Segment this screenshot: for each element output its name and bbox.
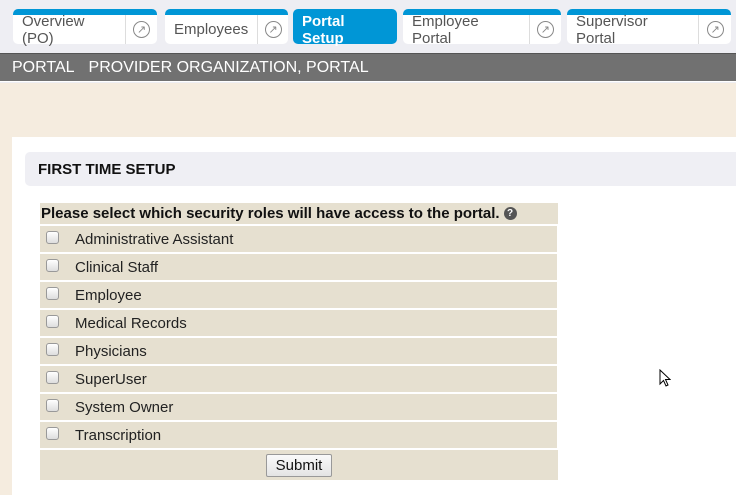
tab-supervisor-portal[interactable]: Supervisor Portal ↗ xyxy=(567,9,731,47)
form-prompt-row: Please select which security roles will … xyxy=(40,203,558,224)
tab-employee-portal[interactable]: Employee Portal ↗ xyxy=(403,9,561,47)
tab-label: Portal Setup xyxy=(302,12,345,47)
role-row: System Owner xyxy=(40,394,557,420)
security-roles-form: Please select which security roles will … xyxy=(40,203,558,480)
role-checkbox[interactable] xyxy=(46,426,59,440)
role-label[interactable]: System Owner xyxy=(75,398,174,416)
tab-label: Employees xyxy=(165,15,259,44)
external-link-icon: ↗ xyxy=(133,21,151,38)
role-checkbox[interactable] xyxy=(46,258,59,272)
role-label[interactable]: Physicians xyxy=(75,342,147,360)
role-label[interactable]: Transcription xyxy=(75,426,162,444)
submit-row: Submit xyxy=(40,450,558,480)
breadcrumb: PORTAL PROVIDER ORGANIZATION, PORTAL xyxy=(0,53,736,82)
submit-button[interactable]: Submit xyxy=(265,453,333,477)
role-row: Physicians xyxy=(40,338,557,364)
role-label[interactable]: SuperUser xyxy=(75,370,147,388)
role-checkbox[interactable] xyxy=(46,314,59,328)
tab-label: Overview (PO) xyxy=(13,13,127,47)
external-link-icon: ↗ xyxy=(536,21,554,38)
breadcrumb-context: PROVIDER ORGANIZATION, PORTAL xyxy=(88,58,369,76)
role-label[interactable]: Medical Records xyxy=(75,314,187,332)
external-link-icon: ↗ xyxy=(706,21,724,38)
role-checkbox[interactable] xyxy=(46,230,59,244)
tab-label: Supervisor Portal xyxy=(567,13,700,47)
role-label[interactable]: Administrative Assistant xyxy=(75,230,234,248)
open-external-button[interactable]: ↗ xyxy=(258,21,288,38)
role-checkbox[interactable] xyxy=(46,342,59,356)
role-label[interactable]: Clinical Staff xyxy=(75,258,159,276)
form-prompt: Please select which security roles will … xyxy=(41,205,500,222)
tab-portal-setup[interactable]: Portal Setup xyxy=(293,9,397,47)
role-row: Medical Records xyxy=(40,310,557,336)
external-link-icon: ↗ xyxy=(264,21,282,38)
section-title: FIRST TIME SETUP xyxy=(25,152,736,186)
role-row: Administrative Assistant xyxy=(40,226,557,252)
role-label[interactable]: Employee xyxy=(75,286,142,304)
role-row: Employee xyxy=(40,282,557,308)
role-row: Clinical Staff xyxy=(40,254,557,280)
role-row: SuperUser xyxy=(40,366,557,392)
tab-employees[interactable]: Employees ↗ xyxy=(165,9,288,44)
tab-overview-po[interactable]: Overview (PO) ↗ xyxy=(13,9,157,47)
role-row: Transcription xyxy=(40,422,557,448)
role-checkbox[interactable] xyxy=(46,398,59,412)
help-icon[interactable]: ? xyxy=(503,207,517,220)
open-external-button[interactable]: ↗ xyxy=(126,21,157,38)
breadcrumb-module: PORTAL xyxy=(12,58,75,76)
tab-label: Employee Portal xyxy=(403,13,530,47)
open-external-button[interactable]: ↗ xyxy=(530,21,561,38)
role-checkbox[interactable] xyxy=(46,286,59,300)
role-checkbox[interactable] xyxy=(46,370,59,384)
open-external-button[interactable]: ↗ xyxy=(699,21,731,38)
